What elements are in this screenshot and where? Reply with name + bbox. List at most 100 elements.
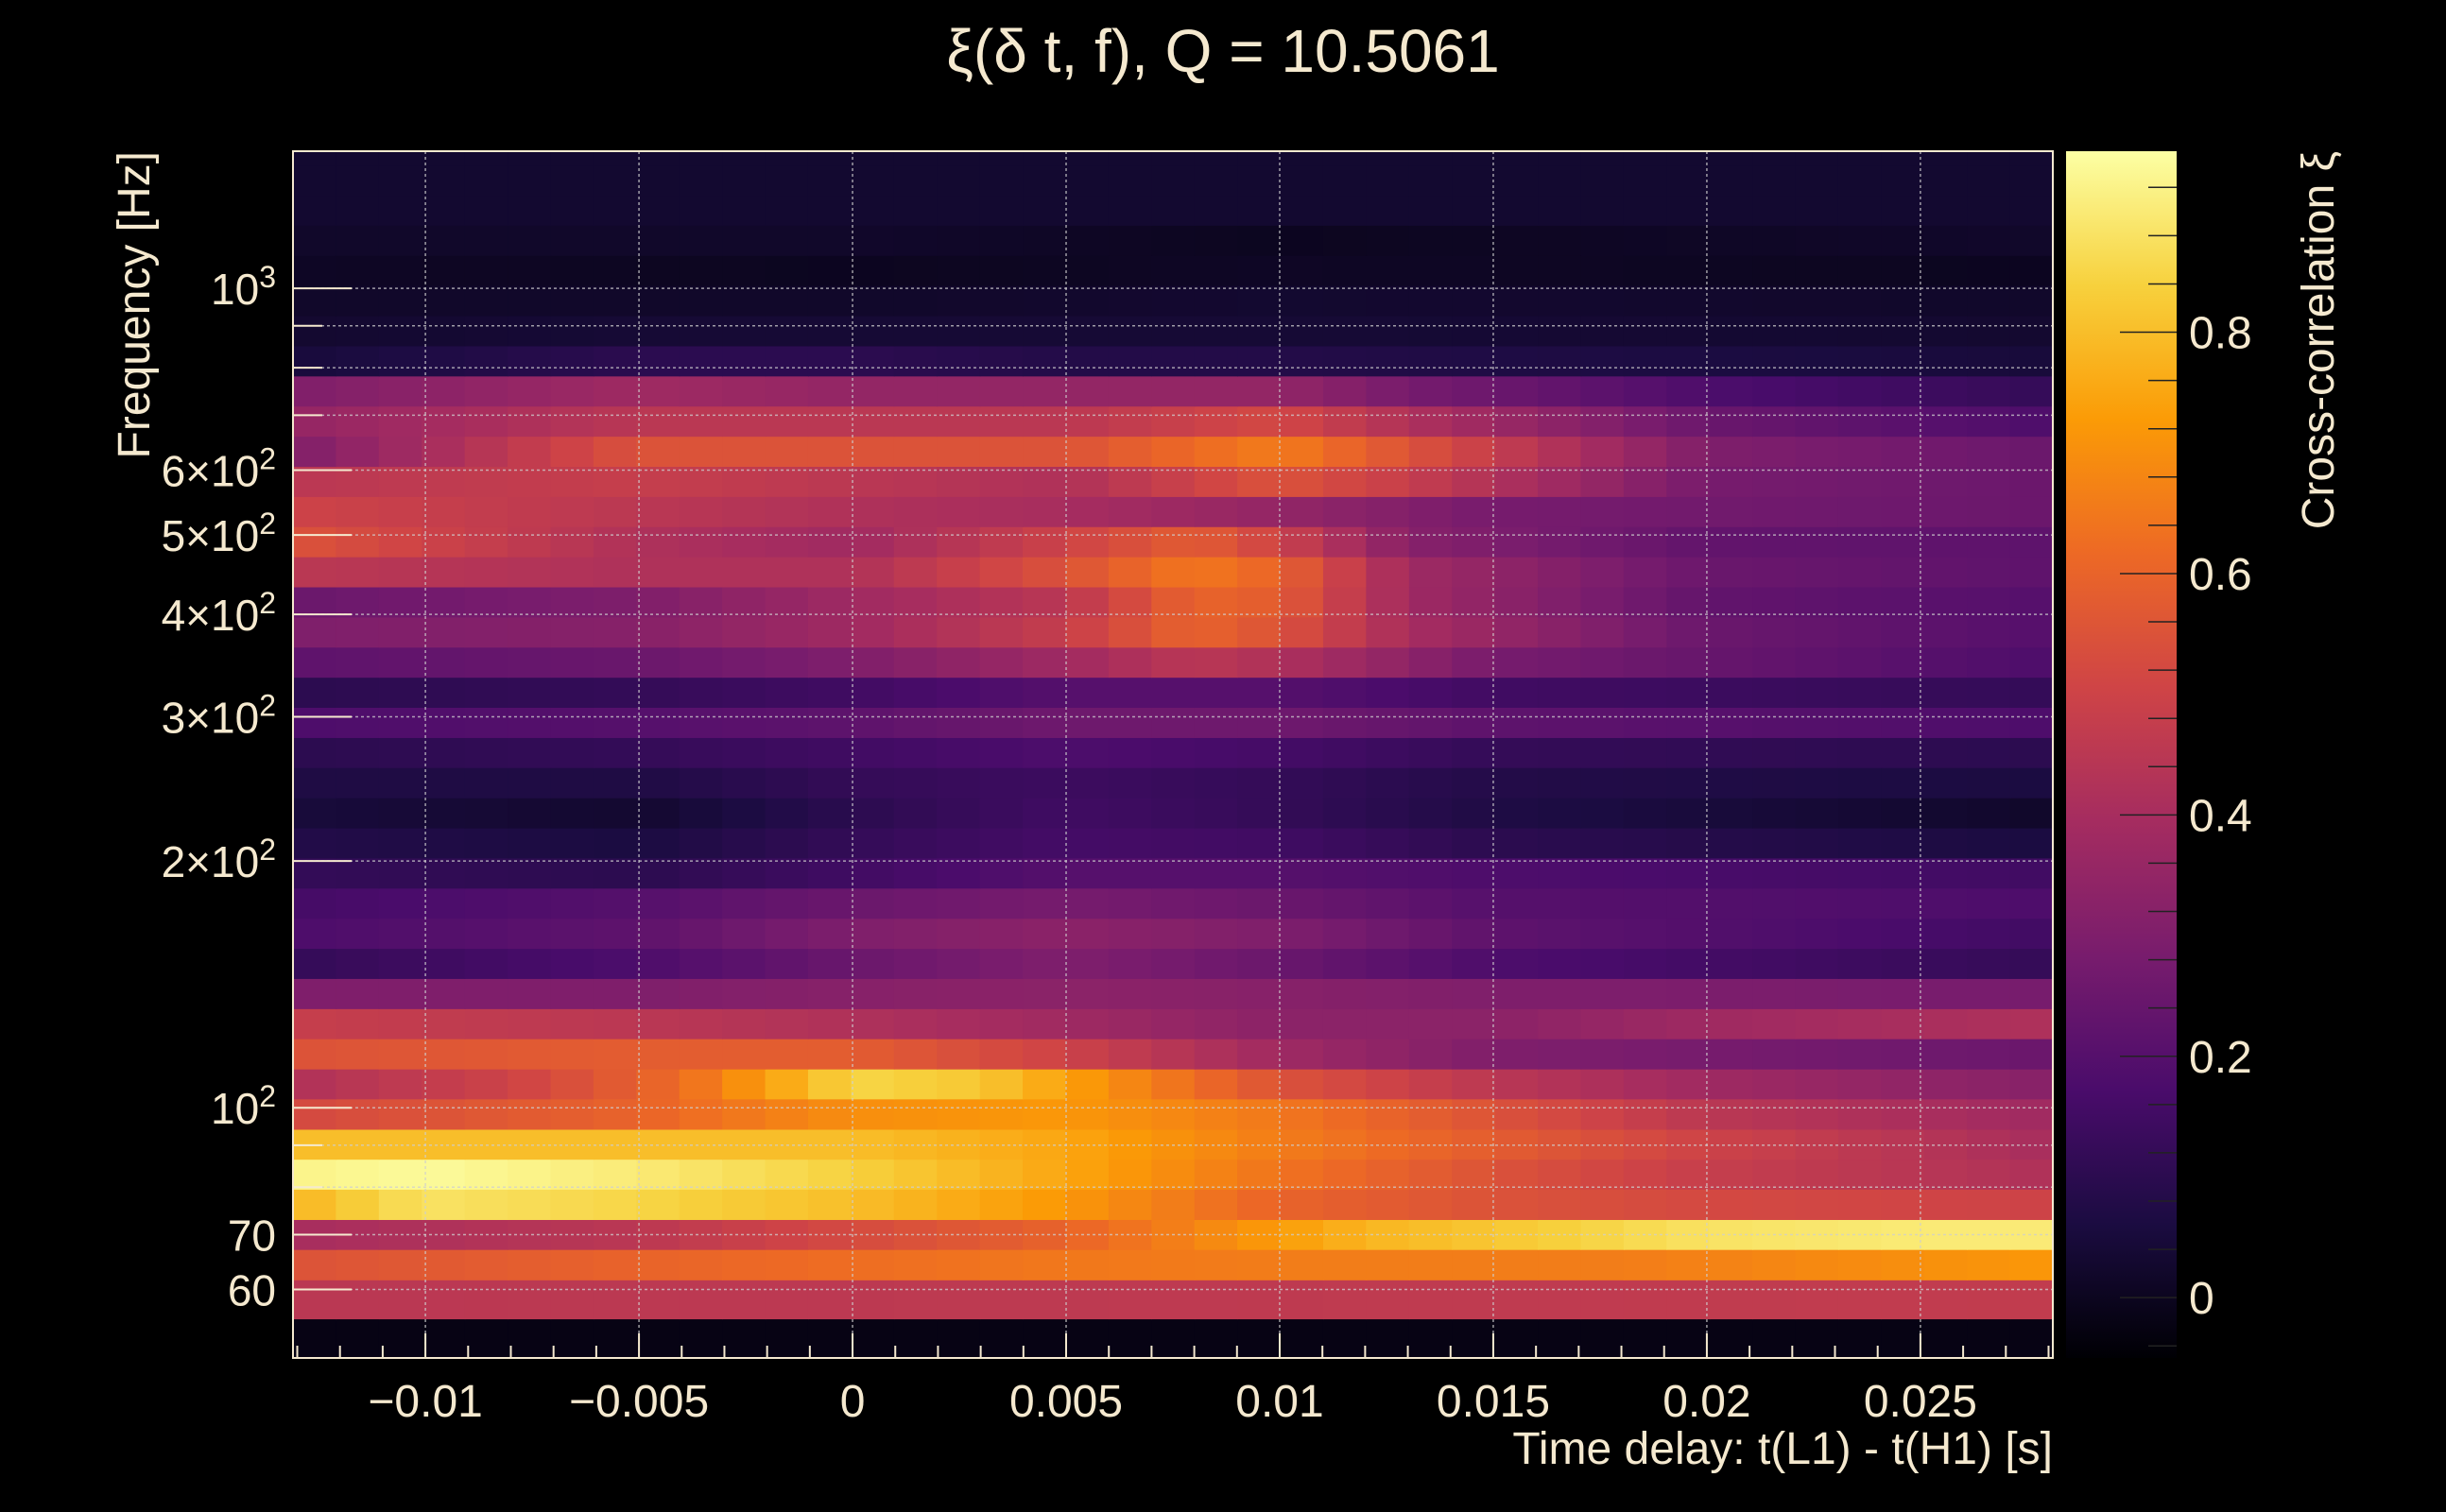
heatmap-cell [1967,1128,2011,1160]
heatmap-cell [508,1038,552,1070]
heatmap-cell [1366,284,1410,317]
heatmap-cell [2009,586,2053,618]
heatmap-cell [807,225,853,256]
heatmap-cell [1322,375,1368,407]
heatmap-cell [1923,255,1968,286]
heatmap-cell [1322,918,1368,950]
heatmap-cell [1494,225,1539,256]
heatmap-cell [1194,1280,1238,1320]
heatmap-cell [893,225,939,256]
heatmap-cell [1623,616,1668,648]
heatmap-cell [937,887,981,919]
heatmap-cell [1108,646,1153,679]
heatmap-cell [851,315,895,347]
heatmap-cell [1452,151,1496,166]
heatmap-cell [807,151,853,166]
heatmap-cell [1709,225,1753,256]
heatmap-cell [851,857,895,889]
heatmap-cell [1709,315,1753,347]
heatmap-cell [1494,375,1539,407]
heatmap-cell [1752,151,1797,166]
heatmap-cell [1580,1318,1625,1358]
heatmap-cell [1580,766,1625,799]
heatmap-cell [1366,646,1410,679]
heatmap-cell [1023,1189,1067,1220]
heatmap-cell [1366,315,1410,347]
heatmap-cell [1795,948,1839,979]
heatmap-cell [1108,1189,1153,1220]
heatmap-cell [1065,1128,1110,1160]
heatmap-cell [1108,918,1153,950]
heatmap-cell [336,466,380,497]
heatmap-cell [593,918,638,950]
heatmap-cell [1795,375,1839,407]
heatmap-cell [979,195,1024,226]
heatmap-cell [1666,1318,1711,1358]
heatmap-cell [636,315,680,347]
heatmap-cell [2009,1038,2053,1070]
heatmap-cell [293,1318,337,1358]
heatmap-cell [765,375,809,407]
heatmap-cell [1837,677,1883,708]
heatmap-cell [1452,646,1496,679]
heatmap-cell [722,284,767,317]
heatmap-cell [378,284,423,317]
heatmap-cell [851,737,895,768]
heatmap-cell [893,797,939,829]
heatmap-cell [1837,225,1883,256]
heatmap-cell [1923,466,1968,497]
heatmap-cell [1967,766,2011,799]
heatmap-cell [464,1318,508,1358]
heatmap-cell [1065,1159,1110,1190]
heatmap-cell [1322,225,1368,256]
heatmap-cell [1837,1098,1883,1130]
heatmap-cell [293,315,337,347]
heatmap-cell [1752,525,1797,558]
heatmap-cell [1795,164,1839,197]
heatmap-cell [937,1318,981,1358]
heatmap-cell [893,766,939,799]
heatmap-cell [1280,496,1324,527]
heatmap-cell [765,345,809,377]
heatmap-cell [336,164,380,197]
heatmap-cell [1023,525,1067,558]
heatmap-cell [1580,797,1625,829]
heatmap-cell [1108,1008,1153,1040]
heatmap-cell [765,255,809,286]
heatmap-cell [1580,918,1625,950]
heatmap-cell [851,1038,895,1070]
heatmap-cell [593,586,638,618]
heatmap-cell [1795,1280,1839,1320]
heatmap-cell [2009,1248,2053,1280]
heatmap-cell [1923,496,1968,527]
heatmap-cell [1923,677,1968,708]
heatmap-cell [679,1189,723,1220]
heatmap-cell [1194,315,1238,347]
heatmap-cell [1967,1068,2011,1100]
heatmap-cell [1151,1159,1196,1190]
heatmap-cell [1408,375,1453,407]
heatmap-cell [1108,1098,1153,1130]
heatmap-cell [293,466,337,497]
heatmap-cell [550,496,594,527]
heatmap-cell [464,1068,508,1100]
heatmap-cell [1752,978,1797,1009]
heatmap-cell [1538,766,1582,799]
heatmap-cell [893,948,939,979]
heatmap-cell [1494,255,1539,286]
heatmap-cell [1322,1280,1368,1320]
heatmap-cell [1408,1248,1453,1280]
heatmap-cell [550,766,594,799]
heatmap-cell [1623,1318,1668,1358]
heatmap-cell [1322,1318,1368,1358]
heatmap-cell [1023,496,1067,527]
heatmap-cell [1967,978,2011,1009]
heatmap-cell [1666,887,1711,919]
x-axis-label: Time delay: t(L1) - t(H1) [s] [1512,1424,2053,1474]
heatmap-cell [1752,315,1797,347]
heatmap-cell [937,164,981,197]
heatmap-cell [1452,466,1496,497]
heatmap-cell [1623,1008,1668,1040]
heatmap-cell [1322,1159,1368,1190]
heatmap-cell [550,466,594,497]
